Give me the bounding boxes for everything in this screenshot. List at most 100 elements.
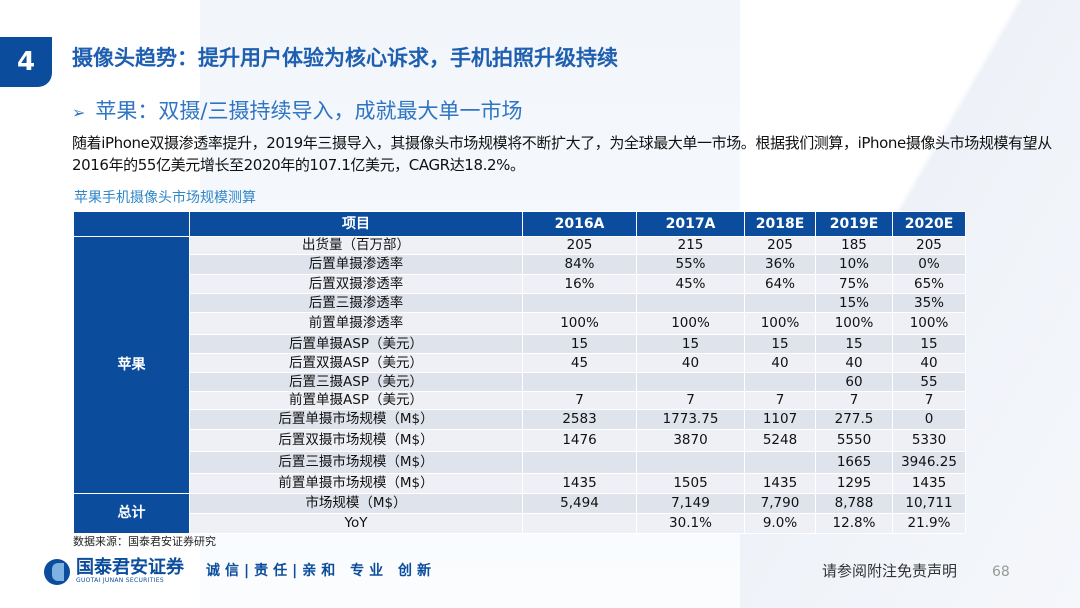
table-cell (744, 372, 816, 392)
table-row: YoY 30.1% 9.0% 12.8% 21.9% (74, 513, 966, 534)
table-row: 前置单摄渗透率 100% 100% 100% 100% 100% (74, 312, 966, 335)
table-cell: 1505 (636, 473, 745, 494)
table-cell: 1476 (522, 429, 637, 452)
column-header: 2019E (815, 211, 893, 237)
table-cell: 1665 (815, 451, 893, 474)
table-cell: 15% (815, 293, 893, 313)
data-source: 数据来源：国泰君安证券研究 (73, 535, 216, 548)
logo-name: 国泰君安证券 (76, 557, 184, 578)
table-row: 后置三摄市场规模（M$） 1665 3946.25 (74, 451, 966, 474)
row-label: 后置三摄市场规模（M$） (189, 451, 523, 474)
arrow-bullet-icon: ➢ (72, 103, 86, 122)
table-cell: 5330 (892, 429, 966, 452)
table-cell: 12.8% (815, 513, 893, 534)
table-cell: 15 (636, 334, 745, 354)
table-cell: 1773.75 (636, 409, 745, 430)
logo-english: GUOTAI JUNAN SECURITIES (76, 577, 164, 584)
table-cell: 16% (522, 274, 637, 294)
table-cell: 277.5 (815, 409, 893, 430)
table-cell: 30.1% (636, 513, 745, 534)
table-cell: 45% (636, 274, 745, 294)
table-cell: 100% (892, 312, 966, 335)
header-blank (73, 211, 190, 237)
row-label: 后置单摄市场规模（M$） (189, 409, 523, 430)
subtitle-text: 苹果：双摄/三摄持续导入，成就最大单一市场 (95, 99, 523, 123)
table-cell: 75% (815, 274, 893, 294)
logo-icon (44, 558, 70, 585)
slogan: 诚信|责任|亲和 专业 创新 (206, 563, 436, 579)
row-label: 后置双摄渗透率 (189, 274, 523, 294)
table-cell: 0 (892, 409, 966, 430)
table-cell: 1435 (744, 473, 816, 494)
table-cell (522, 372, 637, 392)
row-label: 后置单摄渗透率 (189, 254, 523, 275)
row-label: 出货量（百万部） (189, 236, 523, 255)
table-cell: 45 (522, 353, 637, 373)
page-number: 68 (992, 564, 1010, 580)
group-label: 总计 (73, 493, 190, 534)
table-cell: 7 (892, 391, 966, 410)
table-cell (522, 451, 637, 474)
table-cell: 1295 (815, 473, 893, 494)
table-cell: 15 (892, 334, 966, 354)
table-cell: 3946.25 (892, 451, 966, 474)
table-cell: 7,149 (636, 493, 745, 514)
table-cell: 5,494 (522, 493, 637, 514)
row-label: 后置双摄市场规模（M$） (189, 429, 523, 452)
table-row: 后置三摄渗透率 15% 35% (74, 293, 966, 313)
row-label: 后置单摄ASP（美元） (189, 334, 523, 354)
table-cell: 55% (636, 254, 745, 275)
table-caption: 苹果手机摄像头市场规模测算 (74, 190, 256, 206)
table-cell: 205 (522, 236, 637, 255)
row-label: 前置单摄ASP（美元） (189, 391, 523, 410)
table-cell (636, 451, 745, 474)
row-label: 市场规模（M$） (189, 493, 523, 514)
table-cell: 7 (744, 391, 816, 410)
disclaimer: 请参阅附注免责声明 (822, 562, 958, 580)
table-cell: 15 (744, 334, 816, 354)
table-cell (636, 372, 745, 392)
column-header: 2018E (744, 211, 816, 237)
table-cell (744, 293, 816, 313)
table-cell: 7 (815, 391, 893, 410)
table-cell (636, 293, 745, 313)
header-row: 项目 2016A 2017A 2018E 2019E 2020E (73, 211, 966, 237)
table-cell: 7 (636, 391, 745, 410)
table-cell: 21.9% (892, 513, 966, 534)
table-cell: 40 (636, 353, 745, 373)
table-cell: 215 (636, 236, 745, 255)
section-number: 4 (0, 37, 52, 87)
table-cell: 35% (892, 293, 966, 313)
table-row: 后置三摄ASP（美元） 60 55 (74, 372, 966, 392)
table-cell: 64% (744, 274, 816, 294)
table-cell: 40 (744, 353, 816, 373)
row-label: YoY (189, 513, 523, 534)
table-cell: 205 (892, 236, 966, 255)
table-row: 前置单摄ASP（美元） 7 7 7 7 7 (74, 391, 966, 410)
table-cell (744, 451, 816, 474)
table-cell: 9.0% (744, 513, 816, 534)
table-row: 后置双摄ASP（美元） 45 40 40 40 40 (74, 353, 966, 373)
table-cell: 1107 (744, 409, 816, 430)
row-label: 后置三摄ASP（美元） (189, 372, 523, 392)
table-row: 后置双摄市场规模（M$） 1476 3870 5248 5550 5330 (74, 429, 966, 452)
body-paragraph: 随着iPhone双摄渗透率提升，2019年三摄导入，其摄像头市场规模将不断扩大了… (72, 134, 1052, 174)
table-cell: 40 (815, 353, 893, 373)
table-cell: 1435 (522, 473, 637, 494)
table-cell: 0% (892, 254, 966, 275)
table-cell: 7,790 (744, 493, 816, 514)
column-header: 2020E (892, 211, 966, 237)
table-cell: 3870 (636, 429, 745, 452)
table-cell: 60 (815, 372, 893, 392)
table-cell: 2583 (522, 409, 637, 430)
table-cell: 185 (815, 236, 893, 255)
market-size-table: 项目 2016A 2017A 2018E 2019E 2020E 苹果 出货量（百万部） 205… (73, 211, 966, 534)
table-cell (522, 293, 637, 313)
table-cell: 8,788 (815, 493, 893, 514)
subtitle: ➢ 苹果：双摄/三摄持续导入，成就最大单一市场 (72, 98, 522, 126)
table-row: 总计 市场规模（M$） 5,494 7,149 7,790 8,788 10,711 (73, 493, 966, 534)
column-header: 项目 (189, 211, 523, 237)
table-cell: 15 (522, 334, 637, 354)
column-header: 2016A (522, 211, 637, 237)
table-cell: 84% (522, 254, 637, 275)
